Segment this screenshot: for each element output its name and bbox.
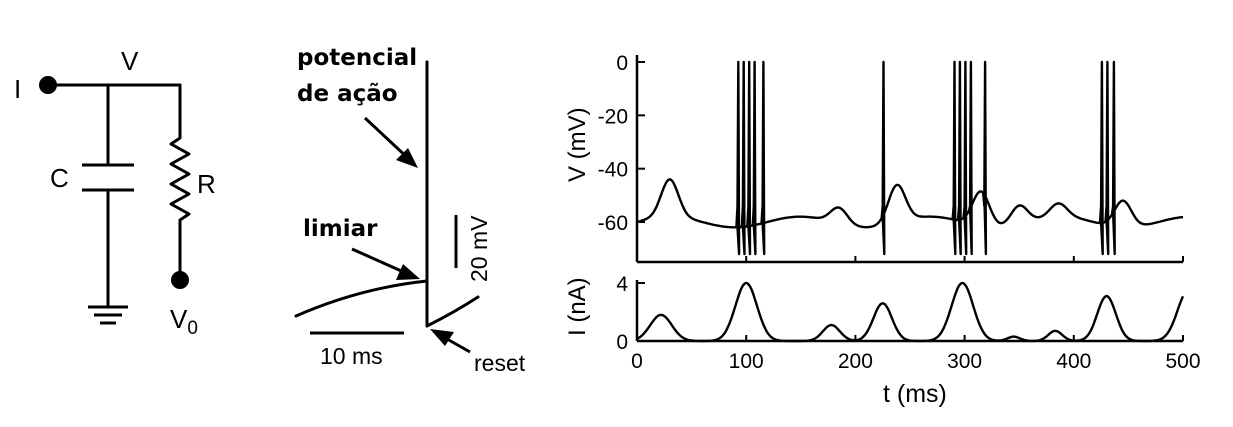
current-x-tick-label: 0: [631, 350, 643, 373]
current-trace: [636, 281, 1185, 343]
resistor-icon: [169, 83, 191, 280]
voltage-y-ticks: 0 -20 -40 -60: [598, 52, 645, 235]
action-potential-arrow-icon: [363, 116, 418, 168]
post-reset-trace: [425, 295, 480, 328]
current-y-tick-label: 4: [616, 273, 628, 296]
ground-icon: [88, 305, 128, 325]
label-I: I: [14, 74, 21, 104]
rising-membrane-trace: [294, 279, 429, 318]
current-y-tick-label: 0: [616, 331, 628, 354]
action-potential-label-line1: potencial: [297, 45, 417, 71]
v0-terminal: [171, 271, 189, 289]
label-V: V: [121, 46, 139, 76]
voltage-trace: [636, 60, 1184, 256]
voltage-y-tick-label: -60: [598, 212, 628, 235]
voltage-y-tick-label: 0: [616, 52, 628, 75]
threshold-arrow-icon: [351, 247, 420, 280]
voltage-x-ticks: [636, 256, 1184, 262]
current-x-tick-label: 100: [729, 350, 764, 373]
reset-label: reset: [474, 350, 526, 376]
spike-schematic: potencial de ação limiar reset 10 ms 20 …: [294, 45, 526, 376]
voltage-y-label: V (mV): [564, 107, 591, 182]
current-x-tick-label: 300: [947, 350, 982, 373]
rc-circuit: I V C R V0: [14, 46, 216, 339]
current-x-tick-label: 200: [838, 350, 873, 373]
current-x-tick-label: 500: [1165, 350, 1200, 373]
current-x-tick-label: 400: [1056, 350, 1091, 373]
current-y-ticks: 40: [616, 273, 645, 354]
current-x-ticks: 0 100 200 300 400 500: [631, 335, 1201, 373]
voltage-y-tick-label: -20: [598, 105, 628, 128]
label-R: R: [197, 169, 216, 199]
reset-arrow-icon: [430, 329, 471, 354]
label-C: C: [50, 163, 69, 193]
current-chart: 40 0 100 200 300 400 500 I (nA) t (ms): [564, 273, 1201, 408]
voltage-y-tick-label: -40: [598, 159, 628, 182]
label-V0-main: V: [170, 304, 188, 334]
action-potential-label-line2: de ação: [297, 81, 398, 107]
label-V0: V0: [170, 304, 198, 339]
voltage-scale-label: 20 mV: [466, 215, 492, 282]
label-V0-sub: 0: [187, 318, 198, 339]
current-y-label: I (nA): [564, 277, 591, 336]
threshold-label: limiar: [303, 216, 378, 242]
time-scale-label: 10 ms: [320, 343, 383, 369]
voltage-chart: 0 -20 -40 -60 V (mV): [564, 52, 1184, 264]
time-x-label: t (ms): [883, 380, 947, 408]
